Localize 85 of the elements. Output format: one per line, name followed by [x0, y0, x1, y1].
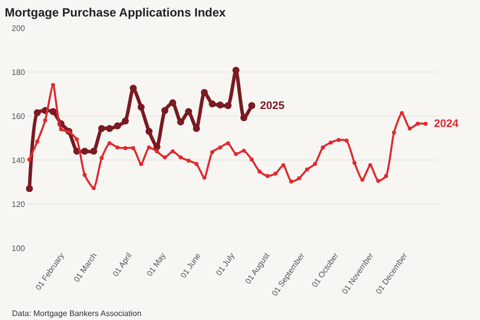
point: [43, 118, 48, 122]
point: [289, 180, 294, 184]
point: [185, 108, 192, 116]
point: [250, 158, 254, 162]
series-label: 2025: [260, 100, 284, 112]
point: [178, 155, 183, 160]
y-tick-label: 120: [12, 200, 26, 209]
point: [90, 148, 98, 155]
point: [162, 155, 167, 160]
point: [139, 162, 144, 166]
point: [92, 186, 96, 190]
point: [170, 149, 175, 154]
point: [194, 162, 198, 166]
point: [82, 172, 87, 177]
y-tick-label: 200: [12, 24, 26, 33]
point: [202, 176, 206, 180]
point: [153, 143, 160, 150]
point: [297, 176, 302, 180]
point: [138, 104, 145, 111]
point: [210, 150, 214, 154]
point: [424, 122, 428, 126]
point: [100, 156, 104, 160]
point: [154, 149, 159, 154]
point: [35, 140, 40, 144]
point: [106, 125, 114, 132]
point: [305, 167, 310, 172]
point: [58, 127, 63, 132]
point: [161, 107, 168, 114]
point: [416, 122, 420, 126]
point: [234, 152, 238, 156]
point: [344, 138, 349, 143]
point: [266, 174, 270, 178]
point: [131, 146, 136, 150]
point: [240, 114, 248, 122]
point: [400, 111, 404, 116]
point: [408, 126, 412, 131]
point: [108, 141, 112, 146]
y-tick-label: 180: [12, 68, 26, 77]
point: [51, 82, 56, 87]
y-tick-label: 140: [12, 156, 26, 165]
point: [224, 102, 232, 110]
point: [392, 130, 396, 134]
point: [114, 122, 121, 130]
y-tick-label: 160: [12, 112, 26, 121]
point: [186, 158, 191, 163]
point: [248, 102, 256, 110]
point: [336, 138, 341, 142]
point: [177, 118, 184, 126]
point: [147, 145, 152, 150]
point: [200, 88, 208, 96]
point: [232, 66, 240, 74]
point: [258, 170, 262, 174]
point: [27, 158, 32, 162]
point: [352, 160, 356, 165]
point: [281, 163, 286, 168]
point: [74, 137, 79, 142]
point: [216, 102, 224, 108]
point: [122, 118, 129, 125]
point: [360, 178, 364, 182]
point: [169, 99, 176, 106]
point: [208, 100, 216, 108]
x-tick-label: 01 July: [214, 251, 236, 278]
point: [50, 108, 57, 116]
point: [368, 163, 372, 168]
point: [226, 141, 230, 146]
point: [384, 174, 388, 178]
point: [98, 125, 106, 132]
point: [34, 109, 41, 116]
text: Data: Mortgage Bankers Association: [12, 309, 142, 318]
series-label: 2024: [434, 118, 460, 130]
point: [218, 145, 222, 150]
y-tick-label: 100: [12, 244, 26, 253]
point: [320, 145, 325, 150]
point: [81, 148, 88, 155]
point: [376, 178, 380, 183]
point: [328, 140, 333, 145]
point: [242, 148, 246, 153]
point: [192, 125, 200, 132]
point: [312, 162, 317, 166]
point: [26, 185, 33, 192]
point: [146, 128, 153, 135]
point: [115, 145, 120, 150]
point: [273, 172, 278, 176]
chart-title: Mortgage Purchase Applications Index: [4, 5, 226, 20]
point: [123, 146, 128, 150]
